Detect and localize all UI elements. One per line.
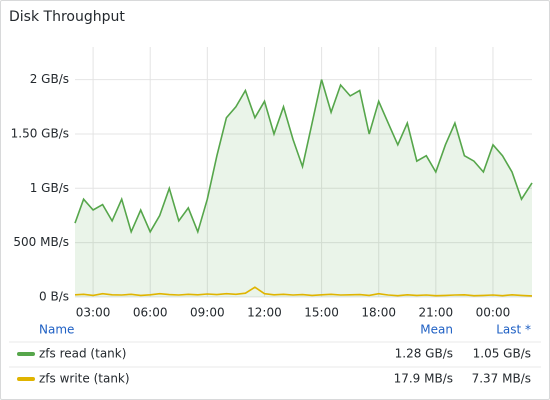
series-line <box>74 79 533 235</box>
area <box>75 79 532 297</box>
x-tick-label: 18:00 <box>361 306 396 320</box>
y-tick-label: 2 GB/s <box>30 72 69 86</box>
series-line <box>74 286 533 297</box>
legend-stat: 1.05 GB/s <box>473 347 531 361</box>
x-tick-label: 12:00 <box>247 306 282 320</box>
legend-header: Last * <box>496 323 531 337</box>
chart-title: Disk Throughput <box>9 9 125 25</box>
x-tick-label: 00:00 <box>476 306 511 320</box>
x-tick-label: 15:00 <box>304 306 339 320</box>
legend-name: zfs write (tank) <box>39 372 130 386</box>
legend-name: zfs read (tank) <box>39 347 126 361</box>
x-tick-label: 21:00 <box>419 306 454 320</box>
x-tick-label: 03:00 <box>76 306 111 320</box>
y-tick-label: 500 MB/s <box>13 235 69 249</box>
x-tick-label: 09:00 <box>190 306 225 320</box>
x-tick-label: 06:00 <box>133 306 168 320</box>
legend-header: Mean <box>420 323 453 337</box>
legend-stat: 7.37 MB/s <box>472 372 531 386</box>
legend-stat: 17.9 MB/s <box>394 372 453 386</box>
legend-stat: 1.28 GB/s <box>395 347 453 361</box>
y-tick-label: 1 GB/s <box>30 181 69 195</box>
y-tick-label: 0 B/s <box>39 290 69 304</box>
y-tick-label: 1.50 GB/s <box>11 126 69 140</box>
legend-header: Name <box>39 323 74 337</box>
